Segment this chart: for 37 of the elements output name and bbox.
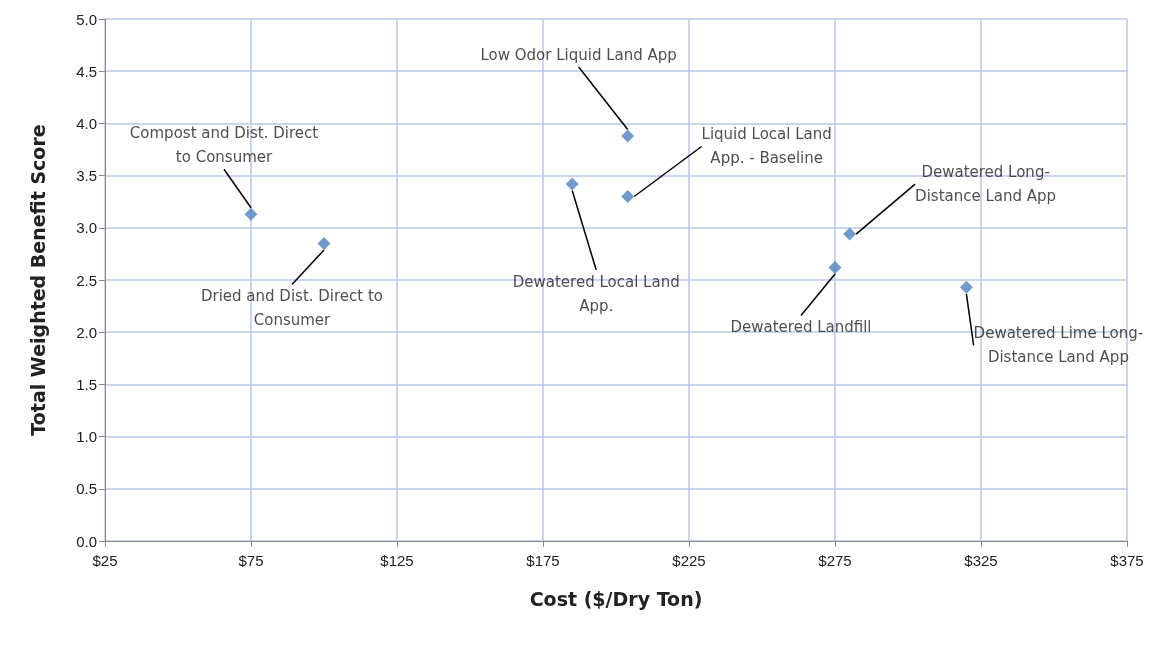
x-tick-label: $225 — [672, 552, 706, 569]
point — [843, 227, 857, 241]
y-tick-label: 4.5 — [76, 62, 97, 80]
x-axis-title: Cost ($/Dry Ton) — [529, 587, 703, 610]
annotation: Dewatered Local Land App. — [512, 272, 680, 315]
x-tick-label: $75 — [238, 552, 264, 569]
x-tick-label: $125 — [380, 552, 414, 569]
y-tick-label: 1.0 — [76, 428, 97, 446]
y-tick-label: 3.0 — [76, 219, 97, 237]
x-tick-label: $375 — [1110, 552, 1144, 569]
annotation: Compost and Dist. Direct to Consumer — [129, 124, 319, 167]
x-tick-label: $175 — [526, 552, 560, 569]
y-tick-label: 0.5 — [76, 480, 97, 498]
y-axis-title: Total Weighted Benefit Score — [26, 124, 49, 436]
point — [565, 177, 579, 191]
annotation: Liquid Local Land App. - Baseline — [701, 125, 832, 168]
y-tick-label: 0.0 — [76, 532, 97, 550]
point — [959, 280, 973, 294]
x-tick-label: $25 — [92, 552, 118, 569]
y-tick-label: 3.5 — [76, 167, 97, 185]
point — [621, 189, 635, 203]
y-tick-label: 2.0 — [76, 323, 97, 341]
annotation: Dried and Dist. Direct to Consumer — [200, 287, 384, 330]
point — [317, 236, 331, 250]
annotation: Dewatered Landfill — [730, 318, 872, 337]
y-tick-label: 1.5 — [76, 375, 97, 393]
x-tick-label: $325 — [964, 552, 998, 569]
annotation: Low Odor Liquid Land App — [480, 45, 677, 64]
annotation: Dewatered Long- Distance Land App — [915, 163, 1057, 206]
y-tick-label: 2.5 — [76, 271, 97, 289]
y-tick-label: 5.0 — [76, 10, 97, 28]
point — [244, 207, 258, 221]
point — [828, 260, 842, 274]
x-tick-label: $275 — [818, 552, 852, 569]
annotation: Dewatered Lime Long- Distance Land App — [973, 324, 1144, 367]
y-tick-label: 4.0 — [76, 114, 97, 132]
point — [621, 129, 635, 143]
